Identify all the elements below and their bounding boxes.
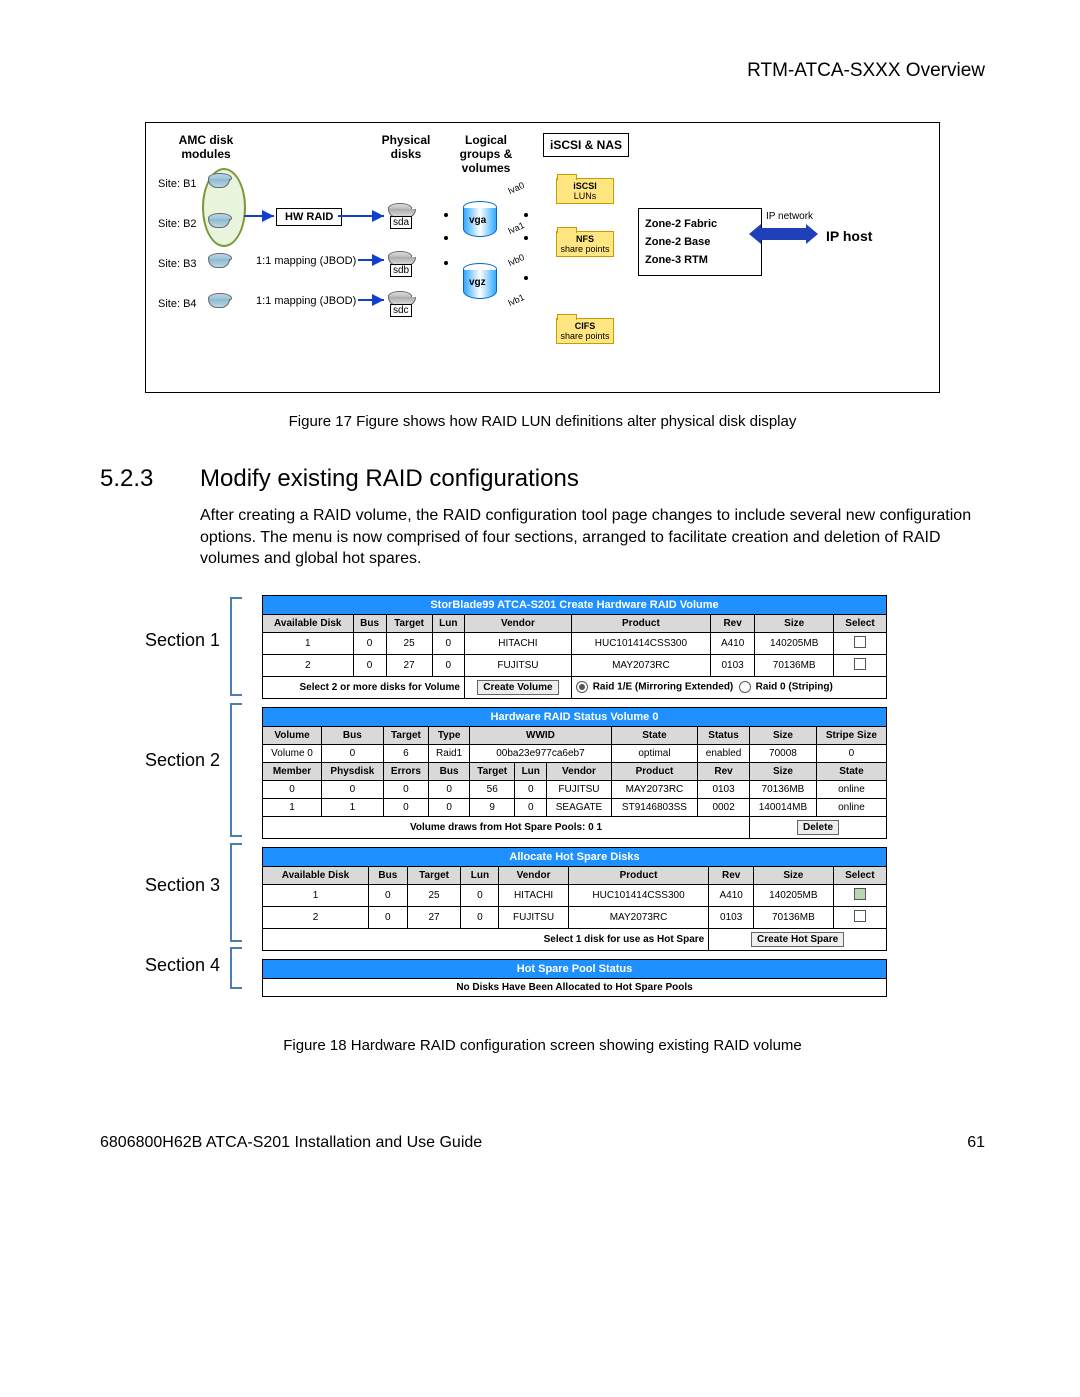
amc-disk-icon bbox=[208, 293, 230, 307]
raid0-radio[interactable] bbox=[739, 681, 751, 693]
site-b1-label: Site: B1 bbox=[158, 178, 197, 190]
zone-box: Zone-2 Fabric Zone-2 Base Zone-3 RTM bbox=[638, 208, 762, 276]
hot-spare-table: Allocate Hot Spare Disks Available DiskB… bbox=[262, 847, 887, 951]
lv-label: lvb0 bbox=[507, 252, 526, 268]
site-b3-label: Site: B3 bbox=[158, 258, 197, 270]
lv-label: lvb1 bbox=[507, 292, 526, 308]
ip-network-label: IP network bbox=[766, 211, 813, 222]
select-checkbox[interactable] bbox=[854, 658, 866, 670]
page-number: 61 bbox=[967, 1134, 985, 1152]
create-raid-table: StorBlade99 ATCA-S201 Create Hardware RA… bbox=[262, 595, 887, 699]
select-checkbox[interactable] bbox=[854, 910, 866, 922]
section-4-label: Section 4 bbox=[145, 955, 220, 976]
cifs-folder: CIFSshare points bbox=[556, 318, 614, 344]
amc-disk-icon bbox=[208, 213, 230, 227]
section-1-label: Section 1 bbox=[145, 630, 220, 651]
phys-disk-icon bbox=[388, 251, 416, 265]
section-body: After creating a RAID volume, the RAID c… bbox=[200, 505, 985, 570]
jbod-label: 1:1 mapping (JBOD) bbox=[256, 255, 356, 267]
phys-col-label: Physical disks bbox=[376, 133, 436, 161]
log-col-label: Logical groups & volumes bbox=[451, 133, 521, 175]
delete-button[interactable]: Delete bbox=[797, 820, 839, 835]
amc-disk-icon bbox=[208, 173, 230, 187]
amc-disk-icon bbox=[208, 253, 230, 267]
jbod-label: 1:1 mapping (JBOD) bbox=[256, 295, 356, 307]
bracket-icon bbox=[230, 597, 242, 696]
bracket-icon bbox=[230, 947, 242, 989]
volume-cyl: vga bbox=[463, 201, 497, 237]
figure-17-caption: Figure 17 Figure shows how RAID LUN defi… bbox=[145, 413, 940, 430]
select-checkbox[interactable] bbox=[854, 636, 866, 648]
bracket-icon bbox=[230, 703, 242, 837]
diagram-arrows bbox=[146, 123, 906, 368]
raid-status-table: Hardware RAID Status Volume 0 VolumeBusT… bbox=[262, 707, 887, 839]
bracket-icon bbox=[230, 843, 242, 942]
create-volume-button[interactable]: Create Volume bbox=[477, 680, 558, 695]
nfs-folder: NFSshare points bbox=[556, 231, 614, 257]
phys-disk-label: sdc bbox=[390, 304, 412, 317]
page-header: RTM-ATCA-SXXX Overview bbox=[100, 60, 985, 82]
volume-cyl: vgz bbox=[463, 263, 497, 299]
iscsi-col-label: iSCSI & NAS bbox=[541, 133, 631, 157]
hwraid-box: HW RAID bbox=[276, 208, 342, 226]
page-footer: 6806800H62B ATCA-S201 Installation and U… bbox=[100, 1134, 985, 1152]
section-2-label: Section 2 bbox=[145, 750, 220, 771]
raid1-radio[interactable] bbox=[576, 681, 588, 693]
phys-disk-label: sda bbox=[390, 216, 412, 229]
section-heading: 5.2.3Modify existing RAID configurations bbox=[100, 465, 985, 493]
section-3-label: Section 3 bbox=[145, 875, 220, 896]
hot-spare-status-table: Hot Spare Pool Status No Disks Have Been… bbox=[262, 959, 887, 997]
site-b2-label: Site: B2 bbox=[158, 218, 197, 230]
create-hotspare-button[interactable]: Create Hot Spare bbox=[751, 932, 844, 947]
figure-18-caption: Figure 18 Hardware RAID configuration sc… bbox=[145, 1037, 940, 1054]
amc-col-label: AMC disk modules bbox=[161, 133, 251, 161]
select-checkbox[interactable] bbox=[854, 888, 866, 900]
raid-diagram: AMC disk modules Physical disks Logical … bbox=[145, 122, 940, 393]
lv-label: lva1 bbox=[507, 220, 526, 236]
phys-disk-label: sdb bbox=[390, 264, 412, 277]
site-b4-label: Site: B4 bbox=[158, 298, 197, 310]
lv-label: lva0 bbox=[507, 180, 526, 196]
ip-host-label: IP host bbox=[826, 228, 872, 244]
phys-disk-icon bbox=[388, 203, 416, 217]
phys-disk-icon bbox=[388, 291, 416, 305]
iscsi-folder: iSCSILUNs bbox=[556, 178, 614, 204]
